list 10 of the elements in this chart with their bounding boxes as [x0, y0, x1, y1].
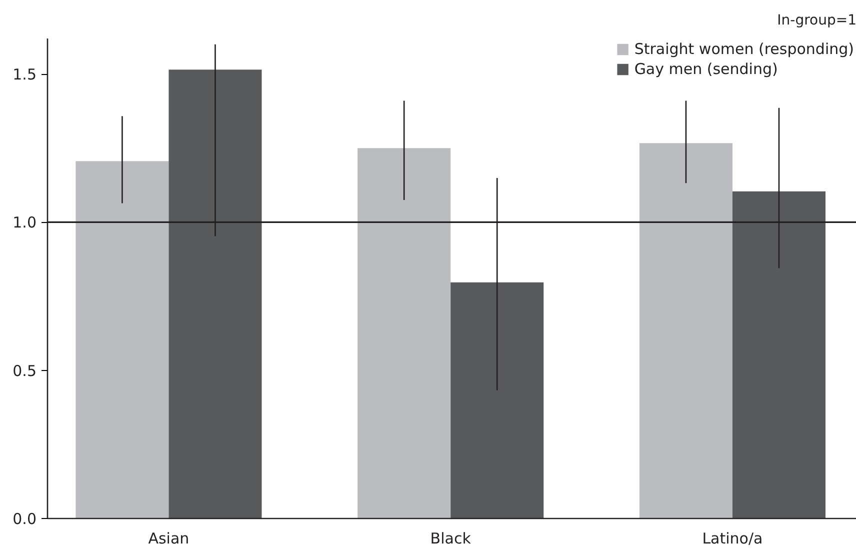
- legend-label: Gay men (sending): [634, 60, 778, 78]
- x-tick-label: Black: [430, 530, 472, 548]
- x-tick-label: Asian: [148, 530, 190, 548]
- legend-title: In-group=1: [777, 12, 856, 28]
- y-tick-label: 0.0: [12, 510, 37, 528]
- y-tick-label: 0.5: [12, 362, 37, 380]
- y-tick-label: 1.5: [12, 66, 37, 84]
- x-tick-label: Latino/a: [702, 530, 763, 548]
- legend-label: Straight women (responding): [634, 40, 854, 58]
- y-tick-label: 1.0: [12, 214, 37, 232]
